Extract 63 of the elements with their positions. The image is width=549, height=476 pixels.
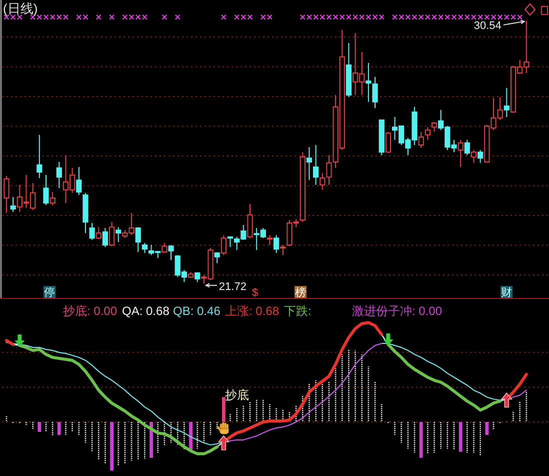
candlestick bbox=[346, 42, 352, 98]
candlestick bbox=[82, 192, 88, 234]
candlestick bbox=[458, 139, 464, 168]
bar bbox=[38, 422, 42, 432]
candlestick bbox=[43, 174, 49, 206]
candlestick bbox=[220, 234, 226, 256]
annotation: 抄底 bbox=[225, 388, 249, 402]
candlestick bbox=[96, 226, 102, 240]
candlestick bbox=[313, 144, 319, 186]
chart-title: (日线) bbox=[3, 1, 38, 16]
candlestick bbox=[135, 226, 141, 253]
candlestick bbox=[266, 234, 273, 246]
candlestick bbox=[385, 131, 391, 154]
candlestick bbox=[102, 227, 108, 248]
candlestick bbox=[504, 87, 510, 118]
text: QB: 0.46 bbox=[173, 304, 221, 318]
candlestick bbox=[162, 242, 168, 254]
candlestick bbox=[194, 272, 200, 283]
candlestick bbox=[326, 154, 332, 186]
text: QA: 0.68 bbox=[122, 304, 170, 318]
candlestick bbox=[89, 222, 95, 240]
text: 下跌: bbox=[284, 304, 312, 318]
bar bbox=[189, 422, 192, 450]
annotation: $ bbox=[252, 287, 258, 299]
bar bbox=[110, 422, 114, 471]
text: 上涨: 0.68 bbox=[225, 304, 280, 318]
bar bbox=[150, 422, 153, 458]
candlestick bbox=[418, 131, 424, 148]
candlestick bbox=[320, 172, 326, 190]
candlestick bbox=[372, 76, 378, 109]
candlestick bbox=[300, 152, 306, 223]
candlestick bbox=[247, 203, 253, 239]
bar bbox=[57, 422, 61, 435]
candlestick bbox=[280, 244, 286, 256]
candlestick bbox=[36, 134, 42, 179]
candlestick bbox=[10, 196, 16, 212]
candlestick bbox=[142, 242, 148, 254]
bar bbox=[458, 422, 462, 452]
candlestick bbox=[50, 192, 56, 206]
candlestick bbox=[108, 222, 115, 247]
candlestick bbox=[464, 139, 470, 156]
candlestick bbox=[478, 150, 484, 164]
annotation: 21.72 bbox=[218, 280, 246, 293]
text: 抄底: 0.00 bbox=[63, 304, 118, 318]
bar bbox=[419, 422, 423, 458]
text: 激进份子冲: 0.00 bbox=[352, 304, 442, 318]
annotation: 30.54 bbox=[474, 20, 502, 32]
candlestick bbox=[366, 62, 372, 102]
bar bbox=[485, 422, 489, 435]
candlestick bbox=[306, 146, 312, 181]
candlestick bbox=[424, 126, 430, 140]
candlestick bbox=[431, 122, 438, 132]
candlestick bbox=[470, 150, 477, 164]
candlestick bbox=[227, 236, 234, 248]
candlestick bbox=[76, 166, 82, 196]
candlestick bbox=[214, 252, 220, 264]
candlestick bbox=[4, 175, 10, 214]
candlestick bbox=[56, 161, 62, 189]
candlestick bbox=[168, 244, 174, 261]
candlestick bbox=[378, 120, 384, 156]
candlestick bbox=[116, 226, 122, 242]
candlestick bbox=[188, 272, 194, 278]
candlestick bbox=[274, 234, 280, 254]
